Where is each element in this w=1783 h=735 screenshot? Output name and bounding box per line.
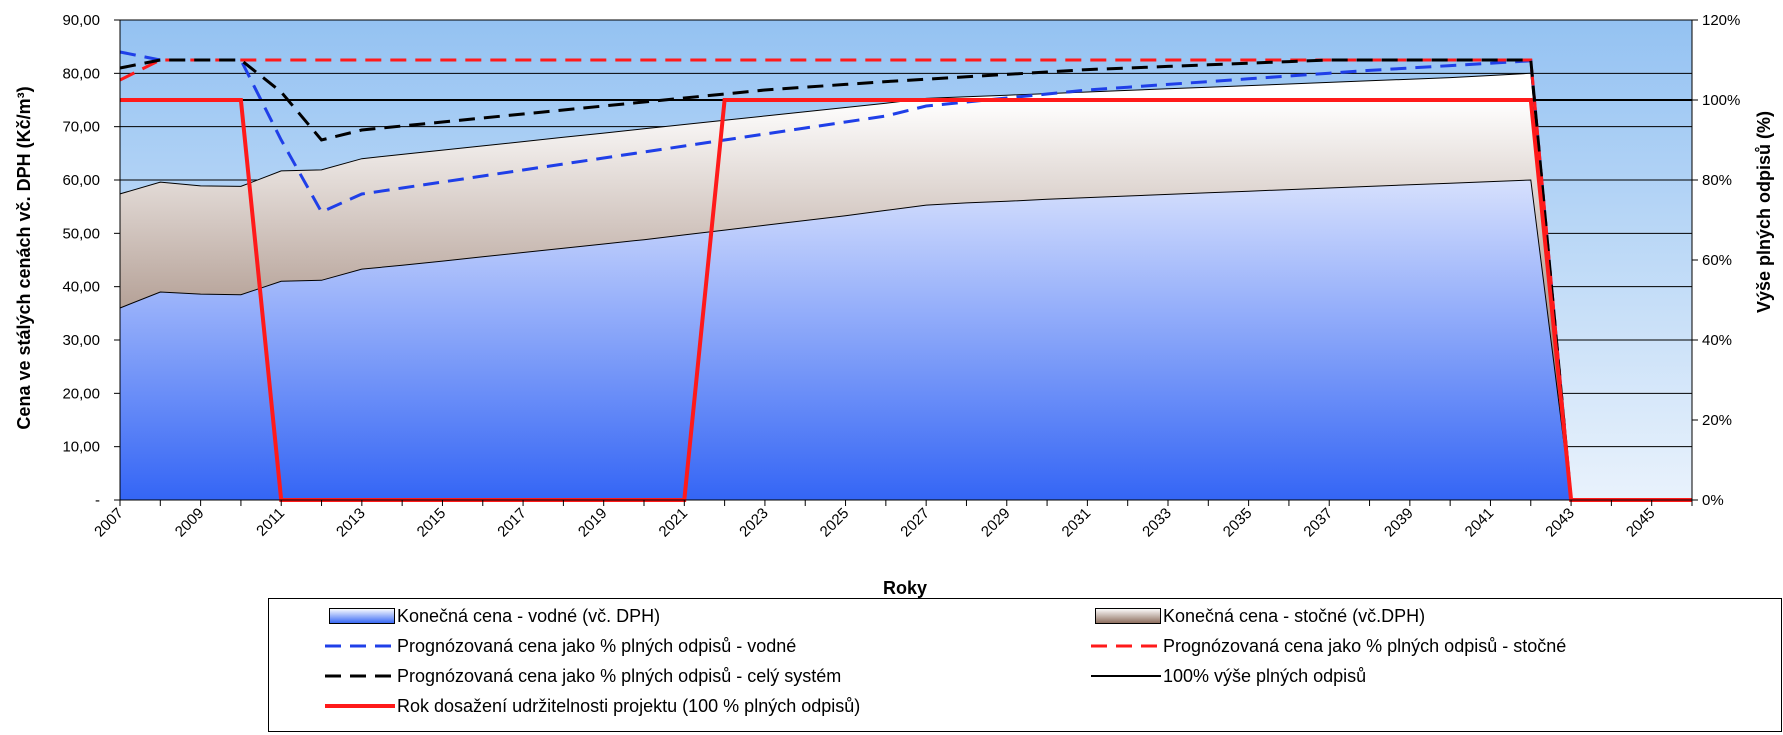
x-tick-label: 2015 [414, 505, 450, 541]
y2-tick-label: 120% [1702, 12, 1740, 29]
y-tick-label: 90,00 [62, 12, 100, 29]
legend-item-100pct: 100% výše plných odpisů [1087, 661, 1366, 691]
legend-label: Rok dosažení udržitelnosti projektu (100… [397, 695, 861, 716]
area-series [119, 72, 1572, 501]
y2-tick-label: 100% [1702, 92, 1740, 109]
x-tick-label: 2013 [333, 505, 369, 541]
legend-item-sustainability: Rok dosažení udržitelnosti projektu (100… [321, 691, 860, 721]
y2-tick-label: 40% [1702, 332, 1732, 349]
y2-tick-label: 0% [1702, 492, 1724, 509]
chart: - 10,00 20,00 30,00 40,00 50,00 60,00 70,00 80,0… [14, 12, 1774, 598]
x-tick-label: 2025 [817, 505, 853, 541]
x-tick-label: 2035 [1220, 505, 1256, 541]
y-tick-label: 40,00 [62, 279, 100, 296]
x-tick-label: 2019 [575, 505, 611, 541]
y2-tick-label: 80% [1702, 172, 1732, 189]
y2-tick-label: 60% [1702, 252, 1732, 269]
area-vodne [120, 180, 1572, 500]
area-stocne-edge [119, 72, 1572, 501]
legend-swatch [321, 601, 395, 631]
legend-swatch [321, 661, 395, 691]
legend-label: Konečná cena - vodné (vč. DPH) [397, 605, 661, 626]
legend-swatch [1087, 631, 1161, 661]
x-tick-label: 2037 [1300, 505, 1336, 541]
x-tick-label: 2045 [1623, 505, 1659, 541]
y-tick-label: 30,00 [62, 332, 100, 349]
y-tick-label: 50,00 [62, 225, 100, 242]
x-tick-label: 2027 [897, 505, 933, 541]
legend-item-system-pct: Prognózovaná cena jako % plných odpisů -… [321, 661, 841, 691]
x-tick-label: 2033 [1139, 505, 1175, 541]
x-tick-label: 2031 [1059, 505, 1095, 541]
x-tick-label: 2011 [253, 505, 288, 540]
x-tick-label: 2017 [494, 505, 530, 541]
y2-axis-title: Výše plných odpisů (%) [1754, 111, 1774, 313]
x-tick-label: 2041 [1462, 505, 1498, 541]
y-tick-label: 10,00 [62, 439, 100, 456]
legend-swatch [321, 691, 395, 721]
x-tick-label: 2029 [978, 505, 1014, 541]
y-tick-label: 70,00 [62, 119, 100, 136]
legend-label: Prognózovaná cena jako % plných odpisů -… [397, 665, 842, 686]
legend-label: Prognózovaná cena jako % plných odpisů -… [397, 635, 797, 656]
y-tick-label: 80,00 [62, 65, 100, 82]
legend-label: Konečná cena - stočné (vč.DPH) [1163, 605, 1426, 626]
area-vodne-edge [119, 179, 1572, 501]
y2-tick-label: 20% [1702, 412, 1732, 429]
legend-swatch [321, 631, 395, 661]
x-tick-label: 2043 [1542, 505, 1578, 541]
y-tick-label: - [95, 492, 100, 509]
line-vodne-pct [119, 50, 1573, 501]
y-tick-label: 20,00 [62, 385, 100, 402]
legend-swatch [1087, 601, 1161, 631]
line-system-pct [119, 58, 1573, 501]
x-tick-label: 2009 [172, 505, 208, 541]
x-tick-label: 2007 [91, 505, 127, 541]
legend-item-stocne-pct: Prognózovaná cena jako % plných odpisů -… [1087, 631, 1566, 661]
legend-label: Prognózovaná cena jako % plných odpisů -… [1163, 635, 1567, 656]
x-tick-label: 2023 [736, 505, 772, 541]
legend-item-stocne: Konečná cena - stočné (vč.DPH) [1087, 601, 1425, 631]
x-axis-title: Roky [883, 578, 927, 598]
y-axis-title: Cena ve stálých cenách vč. DPH (Kč/m³) [14, 86, 34, 429]
x-tick-label: 2021 [656, 505, 692, 541]
y-tick-label: 60,00 [62, 172, 100, 189]
legend-label: 100% výše plných odpisů [1163, 665, 1367, 686]
legend-swatch [1087, 661, 1161, 691]
legend-item-vodne-pct: Prognózovaná cena jako % plných odpisů -… [321, 631, 796, 661]
line-stocne-pct [119, 58, 1573, 501]
legend-item-vodne: Konečná cena - vodné (vč. DPH) [321, 601, 660, 631]
legend: Konečná cena - vodné (vč. DPH) Konečná ce… [268, 598, 1782, 732]
x-tick-label: 2039 [1381, 505, 1417, 541]
